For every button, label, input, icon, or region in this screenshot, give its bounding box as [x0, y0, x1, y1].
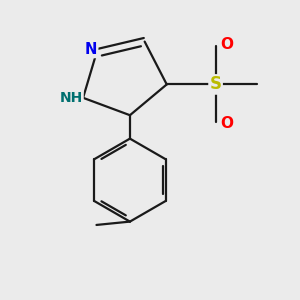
Text: O: O [220, 37, 233, 52]
Text: N: N [85, 42, 97, 57]
Text: O: O [220, 116, 233, 131]
Text: S: S [210, 75, 222, 93]
Text: NH: NH [59, 91, 83, 105]
